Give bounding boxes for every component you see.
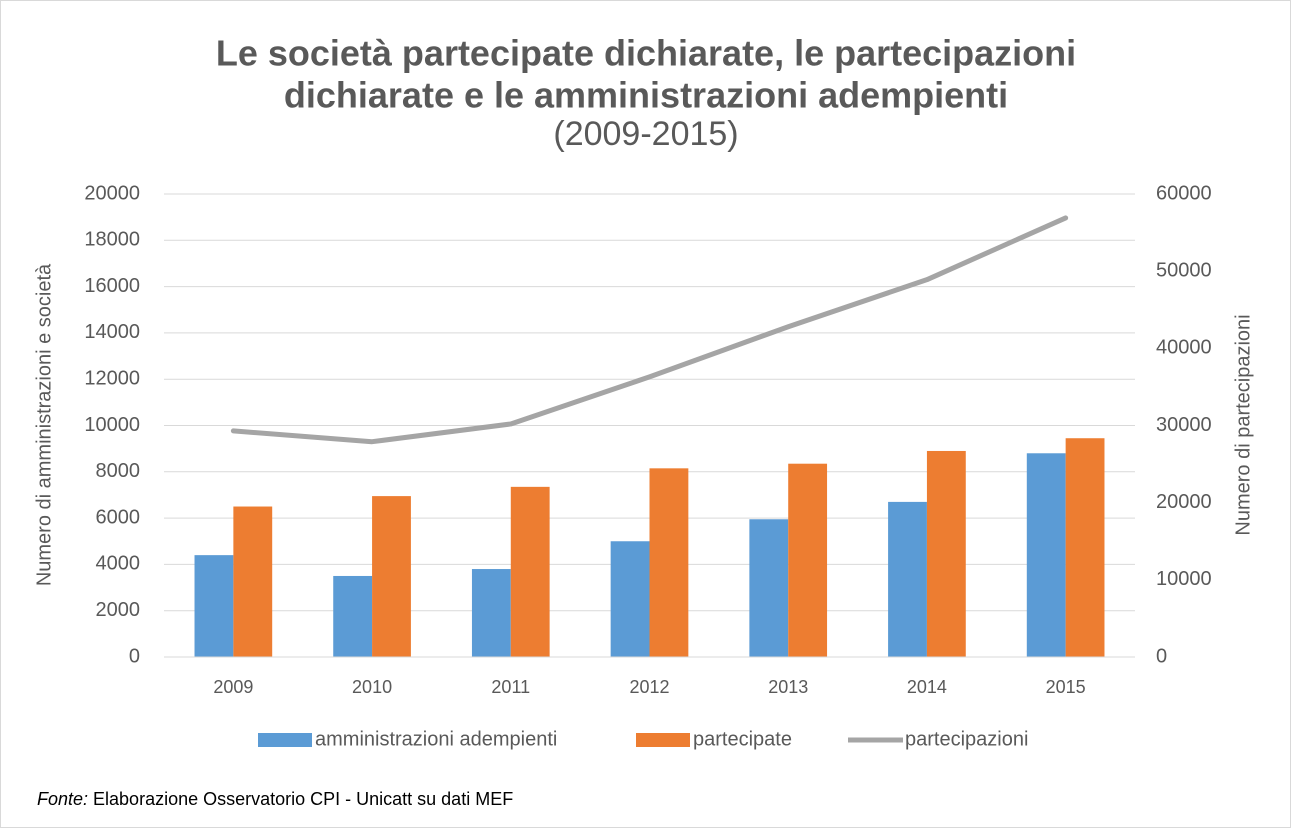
y-tick-label: 14000 — [84, 321, 140, 343]
y-tick-label: 2000 — [96, 599, 141, 621]
legend-label: partecipate — [693, 728, 792, 750]
x-tick-label: 2011 — [491, 677, 530, 697]
y2-tick-label: 50000 — [1156, 259, 1212, 281]
y-tick-label: 20000 — [84, 182, 140, 204]
y-tick-label: 18000 — [84, 229, 140, 251]
legend-swatch — [258, 733, 312, 747]
y2-axis-title: Numero di partecipazioni — [1232, 314, 1254, 535]
source: Fonte: Elaborazione Osservatorio CPI - Un… — [37, 789, 513, 809]
y-tick-label: 12000 — [84, 367, 140, 389]
chart-title: dichiarate e le amministrazioni adempien… — [284, 75, 1008, 116]
chart-title: Le società partecipate dichiarate, le pa… — [216, 33, 1076, 74]
bar — [610, 541, 650, 657]
x-tick-label: 2015 — [1046, 677, 1086, 697]
y-tick-label: 0 — [129, 645, 140, 667]
x-tick-label: 2012 — [629, 677, 669, 697]
y2-tick-label: 30000 — [1156, 414, 1212, 436]
bar — [372, 496, 411, 657]
bar — [788, 463, 828, 657]
bar — [194, 555, 234, 657]
y2-tick-label: 40000 — [1156, 337, 1212, 359]
source-text: Elaborazione Osservatorio CPI - Unicatt … — [93, 789, 513, 809]
bar — [233, 506, 273, 657]
y-tick-label: 8000 — [96, 460, 141, 482]
y-tick-label: 10000 — [84, 414, 140, 436]
y2-tick-label: 60000 — [1156, 182, 1212, 204]
y-tick-label: 4000 — [96, 553, 141, 575]
bar — [926, 450, 966, 657]
y2-tick-label: 0 — [1156, 645, 1167, 667]
bar — [1065, 438, 1105, 657]
y-tick-label: 6000 — [96, 506, 141, 528]
y2-tick-label: 10000 — [1156, 568, 1212, 590]
bar — [510, 486, 550, 657]
bar — [333, 575, 373, 657]
source-label: Fonte: — [37, 789, 88, 809]
bar — [749, 519, 789, 657]
bar — [888, 501, 927, 657]
x-tick-label: 2010 — [352, 677, 392, 697]
legend-swatch — [636, 733, 690, 747]
y2-tick-label: 20000 — [1156, 491, 1212, 513]
bar — [649, 468, 689, 657]
y-tick-label: 16000 — [84, 275, 140, 297]
bar — [471, 569, 511, 657]
x-tick-label: 2014 — [907, 677, 947, 697]
x-tick-label: 2009 — [213, 677, 253, 697]
bar — [1026, 453, 1066, 657]
y-axis-title: Numero di amministrazioni e società — [33, 263, 55, 586]
x-tick-label: 2013 — [768, 677, 808, 697]
legend-label: partecipazioni — [905, 728, 1028, 750]
legend-label: amministrazioni adempienti — [315, 728, 557, 750]
line-series — [230, 215, 1069, 445]
chart-subtitle: (2009-2015) — [553, 115, 738, 153]
